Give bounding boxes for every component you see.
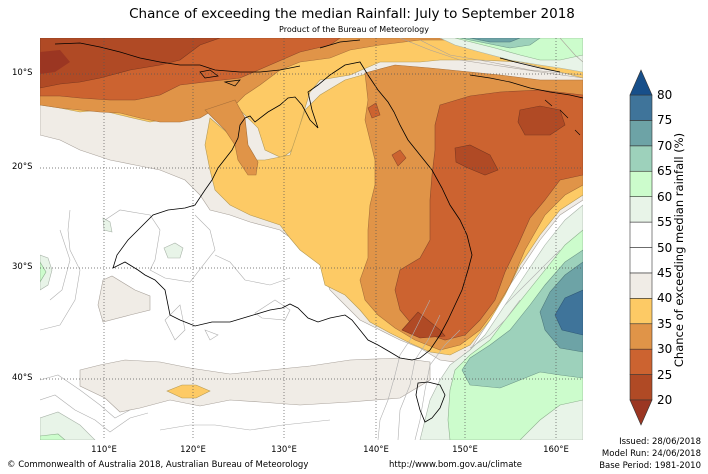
lon-label-150E: 150°E (452, 445, 478, 455)
lon-label-130E: 130°E (271, 445, 297, 455)
chart-subtitle: Product of the Bureau of Meteorology (279, 25, 429, 34)
colorbar-tick-40: 40 (657, 291, 673, 306)
colorbar-level-35-40 (629, 298, 653, 325)
field-under-20 (40, 50, 70, 74)
colorbar-level-65-70 (629, 145, 653, 172)
colorbar-level-30-35 (629, 323, 653, 350)
field-60-65-west (40, 261, 47, 283)
field-20-25-east (517, 105, 566, 136)
field-55-60-sw (40, 411, 96, 440)
colorbar-label: Chance of exceeding median rainfall (%) (672, 132, 686, 368)
chart-title-text: Chance of exceeding the median Rainfall:… (129, 6, 575, 22)
model-run-date: Model Run: 24/06/2018 (601, 449, 701, 459)
contour-fields (40, 38, 583, 440)
colorbar-level-25-30 (629, 348, 653, 375)
field-40-45-south (79, 357, 431, 413)
colorbar-tick-70: 70 (657, 138, 673, 153)
field-35-40-south-islet (166, 384, 211, 399)
field-20-25-south (401, 311, 446, 339)
contour-lines (40, 209, 561, 440)
colorbar-level-75-80 (629, 94, 653, 121)
base-period: Base Period: 1981-2010 (599, 461, 701, 471)
field-25-30-main (394, 89, 583, 341)
field-40-45-west (97, 275, 151, 323)
lon-label-120E: 120°E (180, 445, 206, 455)
colorbar-level-60-65 (629, 170, 653, 197)
field-20-25-central (454, 144, 499, 176)
colorbar-tick-60: 60 (657, 189, 673, 204)
colorbar (629, 69, 653, 426)
field-70-75-ne (469, 38, 521, 43)
colorbar-tick-65: 65 (657, 164, 673, 179)
lat-label-10S: 10°S (12, 68, 33, 78)
colorbar-level-50-55 (629, 221, 653, 248)
colorbar-tick-45: 45 (657, 265, 673, 280)
colorbar-tick-20: 20 (657, 393, 673, 407)
colorbar-level-20-25 (629, 374, 653, 401)
lat-label-20S: 20°S (12, 162, 33, 172)
chart-title: Chance of exceeding the median Rainfall:… (0, 6, 708, 22)
colorbar-over-arrow (629, 69, 653, 96)
coastline-nz-islands (544, 99, 581, 136)
field-25-30-islet (367, 102, 381, 119)
colorbar-level-70-75 (629, 120, 653, 147)
colorbar-tick-35: 35 (657, 316, 673, 331)
field-65-70-se (461, 249, 583, 389)
coastline-tasmania (415, 381, 446, 423)
lon-label-140E: 140°E (363, 445, 389, 455)
climate-url[interactable]: http://www.bom.gov.au/climate (389, 460, 522, 470)
colorbar-tick-50: 50 (657, 240, 673, 255)
field-55-60-islet (163, 242, 184, 259)
lon-label-110E: 110°E (91, 445, 117, 455)
colorbar-tick-30: 30 (657, 342, 673, 357)
field-60-65-sw (40, 433, 66, 440)
colorbar-level-45-50 (629, 247, 653, 274)
lat-label-30S: 30°S (12, 262, 33, 272)
field-65-70-ne (459, 38, 541, 49)
field-25-30-islet (391, 149, 407, 167)
field-ne-white (399, 38, 583, 79)
issued-date: Issued: 28/06/2018 (619, 437, 701, 447)
gridlines (40, 38, 583, 440)
colorbar-level-40-45 (629, 272, 653, 299)
lon-label-160E: 160°E (543, 445, 569, 455)
colorbar-tick-80: 80 (657, 88, 673, 102)
coastline-indonesia (54, 39, 583, 99)
colorbar-level-55-60 (629, 196, 653, 223)
coastline-australia (112, 61, 473, 361)
colorbar-tick-25: 25 (657, 367, 673, 382)
colorbar-tick-55: 55 (657, 215, 673, 230)
colorbar-tick-75: 75 (657, 113, 673, 128)
field-55-60-islet (102, 217, 113, 233)
field-20-25-north (40, 38, 221, 89)
colorbar-under-arrow (629, 399, 653, 426)
lat-label-40S: 40°S (12, 373, 33, 383)
field-75-80-se (554, 289, 583, 336)
copyright-text: © Commonwealth of Australia 2018, Austra… (7, 460, 309, 470)
